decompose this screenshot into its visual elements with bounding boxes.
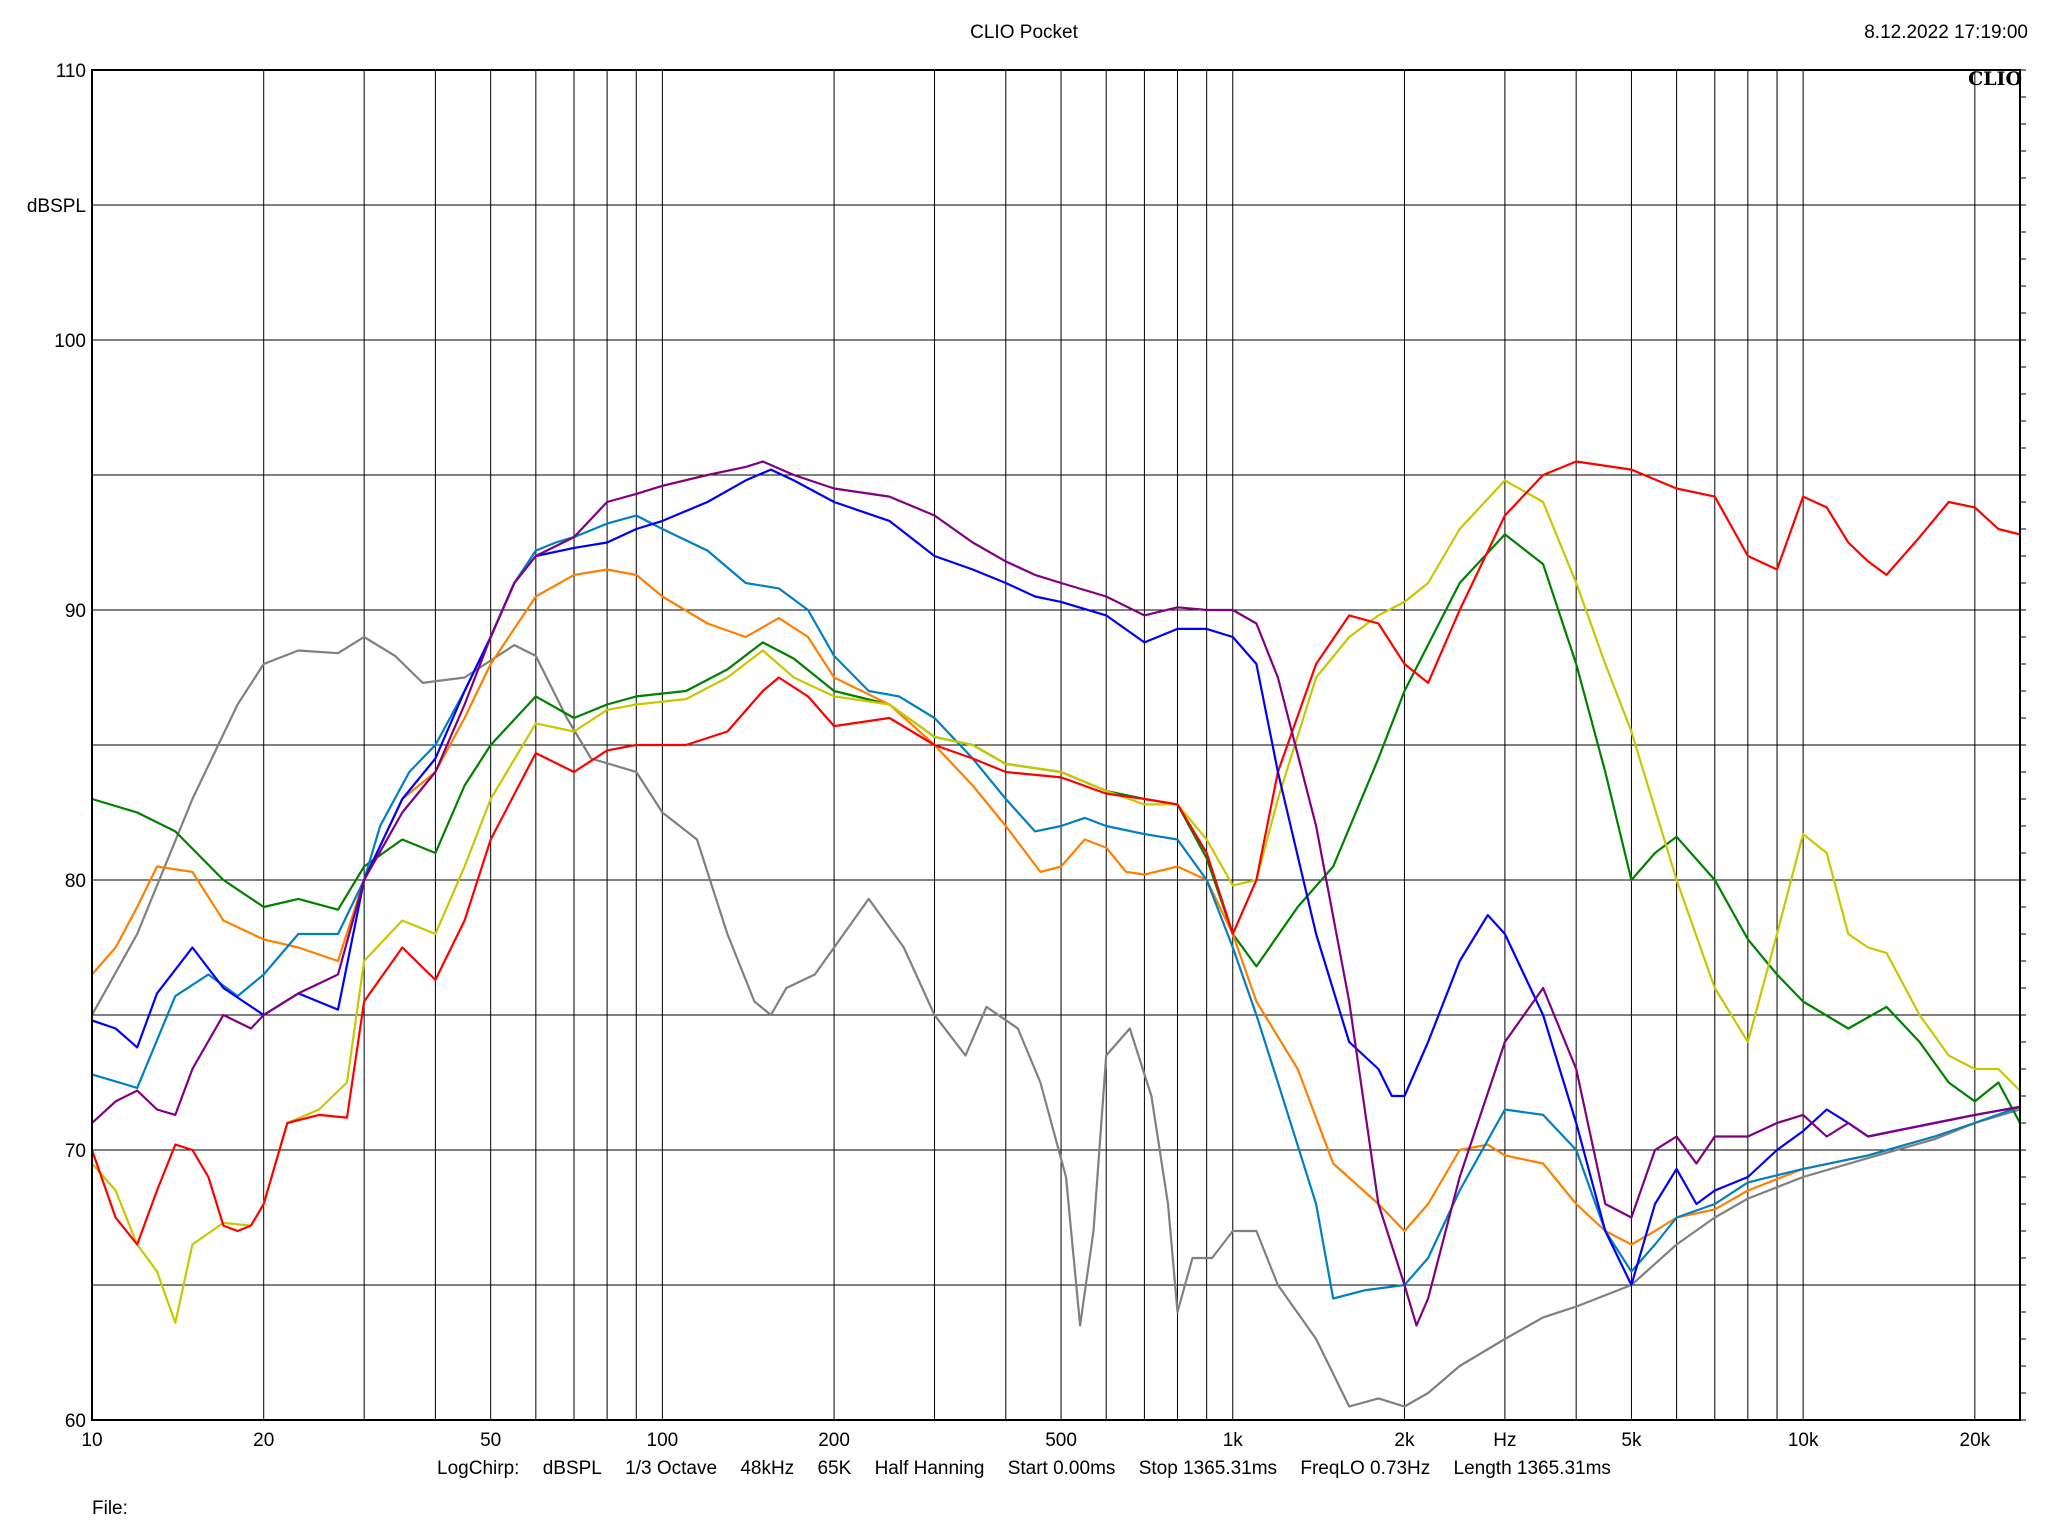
x-tick-label: 50: [480, 1430, 501, 1451]
y-axis-label: dBSPL: [27, 196, 86, 217]
setting-freqlo: FreqLO 0.73Hz: [1300, 1458, 1431, 1479]
measurement-settings: LogChirp: dBSPL 1/3 Octave 48kHz 65K Hal…: [0, 1458, 2048, 1480]
y-tick-label: 90: [65, 601, 86, 622]
response-curve-1: [91, 635, 2021, 1408]
setting-start: Start 0.00ms: [1007, 1458, 1116, 1479]
y-tick-label: 70: [65, 1141, 86, 1162]
y-tick-label: 60: [65, 1411, 86, 1432]
y-tick-label: 110: [56, 61, 86, 82]
x-tick-label: 1k: [1223, 1430, 1244, 1451]
setting-size: 65K: [817, 1458, 852, 1479]
response-curve-6: [90, 460, 2021, 1246]
axis-labels: 60 70 80 90 100 110 10 20 50 100 200 500 1k 2k 5k 10k 20…: [27, 61, 1991, 1451]
x-tick-label: 10: [81, 1430, 102, 1451]
grid: [91, 69, 2026, 1421]
response-curve-8: [91, 460, 2021, 1327]
x-tick-label: 500: [1045, 1430, 1077, 1451]
clio-logo: CLIO: [1968, 68, 2022, 90]
setting-unit: dBSPL: [542, 1458, 602, 1479]
setting-stop: Stop 1365.31ms: [1138, 1458, 1278, 1479]
file-label: File:: [92, 1498, 128, 1519]
x-tick-label: 2k: [1394, 1430, 1415, 1451]
curves: [90, 460, 2021, 1408]
x-tick-label: 20k: [1960, 1430, 1991, 1451]
x-tick-label: 200: [818, 1430, 850, 1451]
x-tick-label: 10k: [1788, 1430, 1819, 1451]
setting-window: Half Hanning: [874, 1458, 985, 1479]
x-tick-label: 100: [647, 1430, 679, 1451]
setting-mode: LogChirp:: [437, 1458, 520, 1479]
setting-samplerate: 48kHz: [740, 1458, 795, 1479]
x-tick-label: 20: [253, 1430, 274, 1451]
y-tick-label: 100: [54, 331, 86, 352]
response-curve-2: [91, 533, 2021, 1124]
setting-length: Length 1365.31ms: [1453, 1458, 1611, 1479]
response-curve-7: [91, 468, 2021, 1287]
x-axis-label: Hz: [1493, 1430, 1516, 1451]
chart-title: CLIO Pocket: [970, 22, 1078, 43]
setting-smoothing: 1/3 Octave: [625, 1458, 718, 1479]
timestamp: 8.12.2022 17:19:00: [1864, 22, 2028, 43]
y-tick-label: 80: [65, 871, 86, 892]
plot-frame: [91, 69, 2021, 1421]
response-curve-5: [91, 479, 2021, 1324]
x-tick-label: 5k: [1621, 1430, 1642, 1451]
